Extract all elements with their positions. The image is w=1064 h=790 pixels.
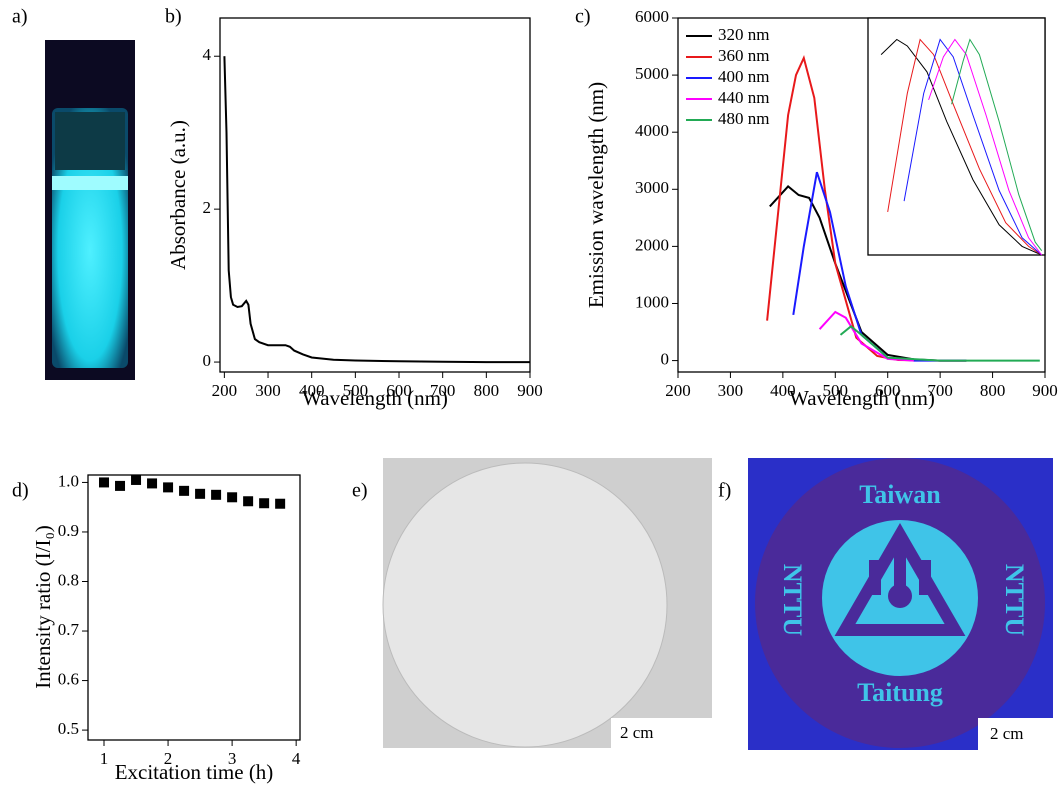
data-point	[99, 477, 110, 488]
legend-label: 360 nm	[718, 46, 769, 65]
legend-label: 440 nm	[718, 88, 769, 107]
data-line	[223, 56, 530, 364]
data-point	[195, 488, 206, 499]
data-line	[903, 38, 1043, 256]
x-tick-label: 700	[927, 381, 953, 400]
x-tick-label: 2	[164, 749, 173, 768]
plot-frame	[87, 474, 301, 741]
photo-text: NTTU	[778, 564, 807, 636]
y-tick-label: 0.6	[58, 669, 79, 688]
x-tick-label: 500	[823, 381, 849, 400]
emblem-dot	[888, 584, 912, 608]
plot-frame	[219, 17, 531, 373]
scale-bar-label: 2 cm	[990, 724, 1024, 743]
x-tick-label: 200	[212, 381, 238, 400]
data-line	[839, 325, 1040, 362]
panel-label: f)	[718, 480, 731, 502]
x-tick-label: 900	[1032, 381, 1058, 400]
x-tick-label: 800	[474, 381, 500, 400]
data-point	[179, 485, 190, 496]
data-point	[131, 474, 142, 485]
scale-bar-label: 2 cm	[620, 723, 654, 742]
y-tick-label: 3000	[635, 178, 669, 197]
data-point	[147, 478, 158, 489]
y-tick-label: 1000	[635, 292, 669, 311]
data-line	[880, 38, 1042, 256]
y-tick-label: 0.9	[58, 521, 79, 540]
scale-box	[611, 718, 712, 748]
data-line	[818, 310, 914, 362]
vial-top	[55, 112, 125, 170]
y-tick-label: 6000	[635, 7, 669, 26]
panel-label: b)	[165, 6, 182, 28]
data-point	[275, 498, 286, 509]
plot-frame	[867, 17, 1046, 256]
y-axis-label: Absorbance (a.u.)	[166, 120, 190, 270]
data-point	[227, 492, 238, 503]
photo-text: Taiwan	[859, 480, 941, 509]
y-axis-label: Emission wavelength (nm)	[584, 82, 608, 308]
x-tick-label: 400	[770, 381, 796, 400]
emblem-shape	[834, 523, 966, 636]
x-tick-label: 500	[343, 381, 369, 400]
y-tick-label: 5000	[635, 64, 669, 83]
y-tick-label: 1.0	[58, 471, 79, 490]
data-line	[928, 38, 1043, 256]
scale-box	[978, 718, 1053, 750]
y-tick-label: 2	[203, 198, 212, 217]
x-tick-label: 800	[980, 381, 1006, 400]
y-axis-label: Intensity ratio (I/I₀)	[31, 525, 55, 689]
photo-text: NTTU	[1000, 564, 1029, 636]
photo-text: Taitung	[857, 678, 943, 707]
filter-disc	[382, 462, 668, 748]
x-tick-label: 300	[255, 381, 281, 400]
x-tick-label: 600	[386, 381, 412, 400]
y-tick-label: 4	[203, 45, 212, 64]
data-point	[243, 496, 254, 507]
x-tick-label: 4	[292, 749, 301, 768]
x-tick-label: 400	[299, 381, 325, 400]
legend-label: 480 nm	[718, 109, 769, 128]
y-tick-label: 0	[203, 351, 212, 370]
y-tick-label: 0	[661, 349, 670, 368]
data-point	[211, 489, 222, 500]
y-tick-label: 2000	[635, 235, 669, 254]
panel-label: e)	[352, 480, 368, 502]
data-point	[259, 498, 270, 509]
panel-label: d)	[12, 480, 29, 502]
x-tick-label: 1	[100, 749, 109, 768]
legend-label: 400 nm	[718, 67, 769, 86]
x-tick-label: 200	[665, 381, 691, 400]
x-axis-label: Excitation time (h)	[115, 760, 274, 784]
y-tick-label: 0.8	[58, 570, 79, 589]
x-tick-label: 300	[718, 381, 744, 400]
x-axis-label: Wavelength (nm)	[789, 386, 935, 410]
panel-label: a)	[12, 6, 28, 28]
y-tick-label: 4000	[635, 121, 669, 140]
legend-label: 320 nm	[718, 25, 769, 44]
x-tick-label: 900	[517, 381, 543, 400]
panel-label: c)	[575, 6, 591, 28]
x-tick-label: 600	[875, 381, 901, 400]
vial-meniscus	[52, 176, 128, 190]
x-tick-label: 700	[430, 381, 456, 400]
data-point	[115, 480, 126, 491]
data-line	[887, 38, 1042, 256]
y-tick-label: 0.5	[58, 719, 79, 738]
vial-liquid	[52, 108, 128, 368]
data-line	[951, 38, 1043, 252]
y-tick-label: 0.7	[58, 620, 80, 639]
data-point	[163, 482, 174, 493]
x-axis-label: Wavelength (nm)	[302, 386, 448, 410]
x-tick-label: 3	[228, 749, 237, 768]
